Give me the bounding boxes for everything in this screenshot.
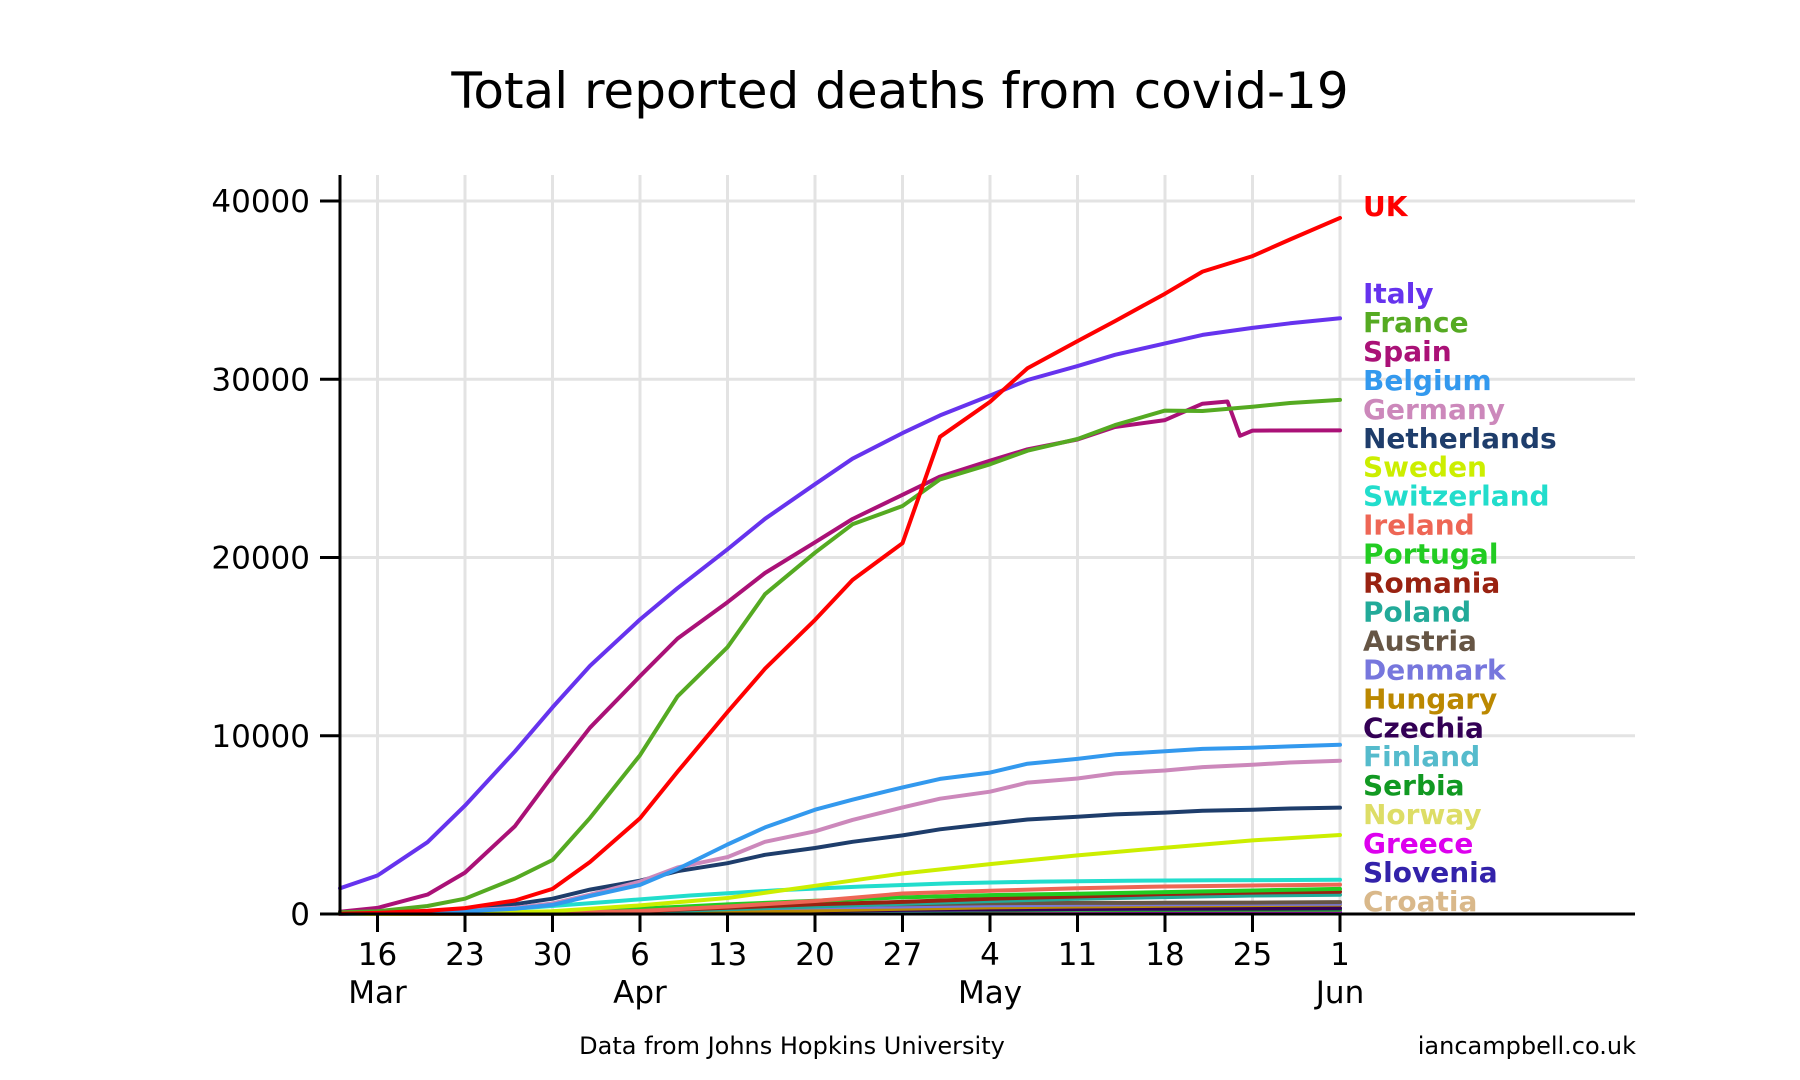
axes (320, 175, 1635, 932)
legend-label-ireland: Ireland (1363, 509, 1475, 542)
legend-label-denmark: Denmark (1363, 653, 1507, 686)
y-tick-label: 20000 (211, 541, 310, 577)
legend-label-belgium: Belgium (1363, 364, 1492, 397)
legend-label-hungary: Hungary (1363, 682, 1497, 715)
legend-label-poland: Poland (1363, 595, 1471, 628)
series-line-sweden (338, 833, 1342, 916)
x-tick-day: 1 (1330, 937, 1350, 973)
x-tick-month: Jun (1314, 975, 1364, 1011)
x-tick-day: 18 (1145, 937, 1184, 973)
series-line-belgium (338, 742, 1342, 916)
y-tick-label: 40000 (211, 184, 310, 220)
legend-label-france: France (1363, 306, 1469, 339)
legend-label-croatia: Croatia (1363, 885, 1477, 918)
site-credit: iancampbell.co.uk (1418, 1032, 1636, 1060)
series-line-ireland (338, 882, 1342, 916)
y-tick-label: 0 (290, 897, 310, 933)
y-tick-label: 30000 (211, 362, 310, 398)
series-line-italy (338, 316, 1342, 891)
x-tick-day: 25 (1233, 937, 1272, 973)
grid-lines (340, 175, 1635, 914)
legend-label-netherlands: Netherlands (1363, 422, 1557, 455)
x-tick-month: May (958, 975, 1022, 1011)
legend-label-romania: Romania (1363, 567, 1500, 600)
x-tick-day: 6 (630, 937, 650, 973)
x-tick-day: 23 (445, 937, 484, 973)
series-line-netherlands (338, 805, 1342, 916)
legend-label-germany: Germany (1363, 393, 1505, 426)
legend-label-finland: Finland (1363, 740, 1480, 773)
legend-label-serbia: Serbia (1363, 769, 1465, 802)
legend-label-italy: Italy (1363, 277, 1434, 310)
series-line-france (338, 397, 1342, 915)
series-line-uk (338, 215, 1342, 916)
x-tick-month: Mar (348, 975, 407, 1011)
x-tick-day: 11 (1058, 937, 1097, 973)
legend-label-norway: Norway (1363, 798, 1482, 831)
y-tick-label: 10000 (211, 719, 310, 755)
x-tick-day: 4 (980, 937, 1000, 973)
legend: UK ItalyFranceSpainBelgiumGermanyNetherla… (1363, 190, 1557, 918)
x-tick-day: 27 (883, 937, 922, 973)
y-tick-labels: 0 10000 20000 30000 40000 (211, 184, 310, 933)
legend-label-sweden: Sweden (1363, 451, 1487, 484)
legend-label-uk: UK (1363, 190, 1409, 223)
legend-label-switzerland: Switzerland (1363, 480, 1550, 513)
chart-title: Total reported deaths from covid-19 (450, 62, 1348, 120)
series-line-spain (338, 399, 1342, 914)
legend-label-slovenia: Slovenia (1363, 856, 1498, 889)
legend-label-austria: Austria (1363, 624, 1477, 657)
x-tick-day: 30 (533, 937, 572, 973)
x-tick-day: 16 (358, 937, 397, 973)
legend-label-spain: Spain (1363, 335, 1452, 368)
x-tick-day: 13 (708, 937, 747, 973)
x-tick-month: Apr (613, 975, 667, 1011)
legend-label-greece: Greece (1363, 827, 1473, 860)
legend-label-czechia: Czechia (1363, 711, 1484, 744)
x-tick-day: 20 (795, 937, 834, 973)
legend-label-portugal: Portugal (1363, 538, 1498, 571)
data-source-note: Data from Johns Hopkins University (579, 1032, 1005, 1060)
series-lines (338, 215, 1342, 916)
